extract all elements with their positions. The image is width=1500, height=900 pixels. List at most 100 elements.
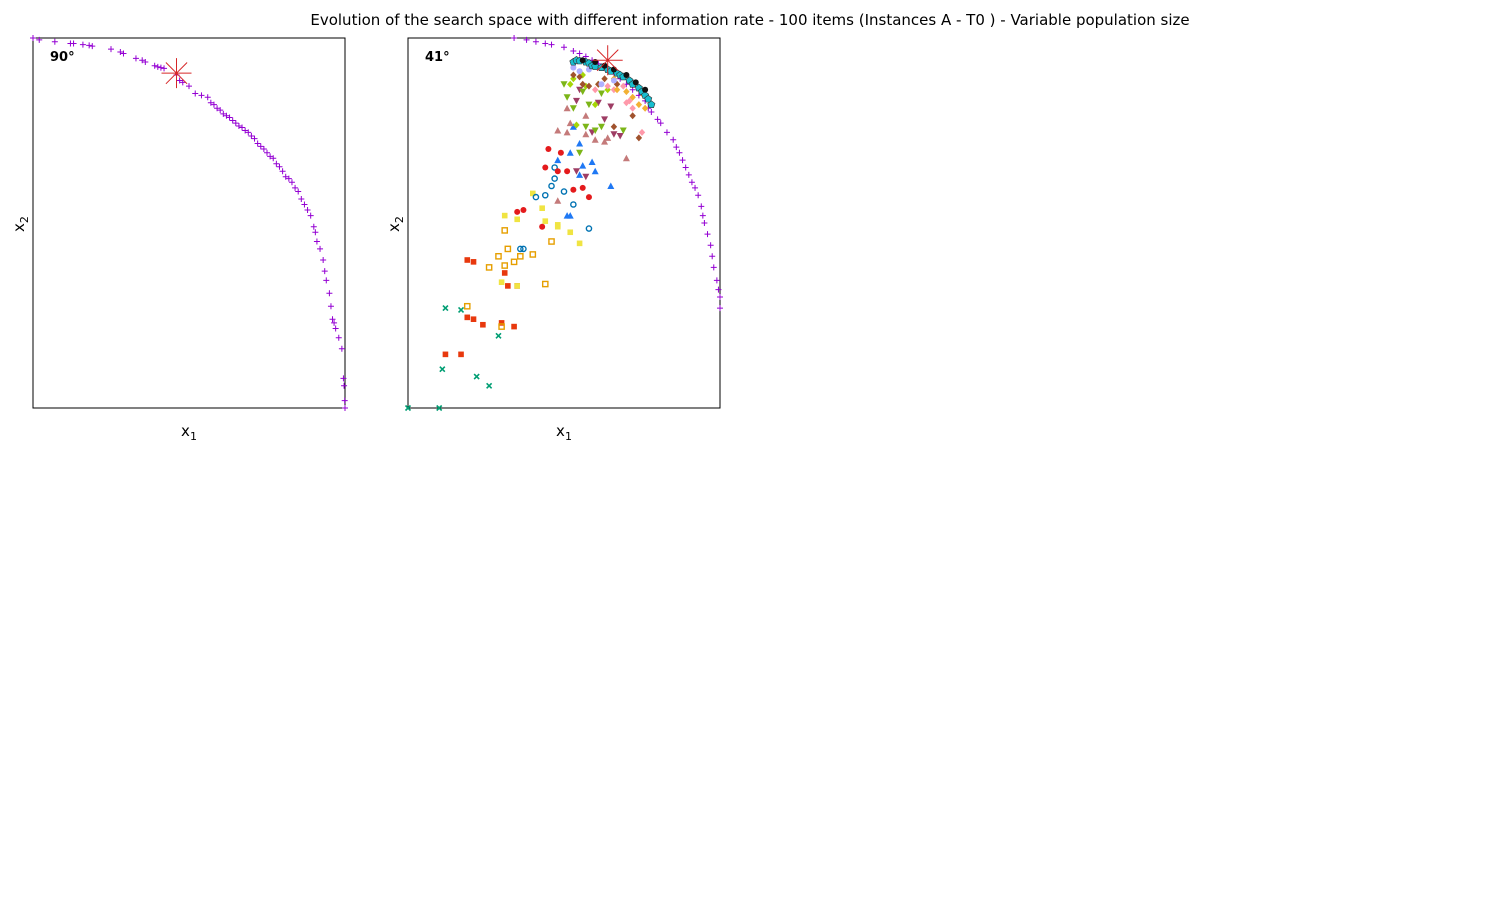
reference-star-marker (592, 45, 623, 76)
series-6-circle-point (579, 184, 586, 191)
series-0-plus-point (310, 223, 317, 230)
series-0-plus-point (282, 173, 289, 180)
series-3-square-open-point (485, 264, 493, 271)
series-5-circle-open-point (548, 182, 555, 190)
series-13-diamond-point (638, 128, 646, 136)
series-5-circle-open-point (585, 225, 593, 232)
series-0-plus-point (710, 264, 717, 271)
series-0-plus-point (312, 229, 319, 236)
series-0-plus-point (229, 117, 236, 124)
series-15-circle-point (598, 81, 605, 88)
series-8-triangle-up-point (563, 104, 571, 112)
series-0-plus-point (679, 157, 686, 164)
series-0-plus-point (288, 179, 295, 186)
series-8-triangle-up-point (563, 128, 571, 136)
series-6-circle-point (570, 186, 577, 193)
panel-1-ylabel: x2 (10, 216, 31, 232)
figure-title: Evolution of the search space with diffe… (310, 11, 1189, 29)
series-10-triangle-down-point (569, 105, 577, 112)
series-0-plus-point (713, 277, 720, 284)
series-7-triangle-up-point (576, 139, 584, 147)
series-0-plus-point (542, 40, 549, 47)
series-7-triangle-up-point (566, 212, 574, 219)
series-0-plus-point (214, 105, 221, 112)
series-0-plus-point (698, 203, 705, 210)
series-0-plus-point (245, 129, 252, 136)
series-0-plus-point (292, 184, 299, 191)
series-9-triangle-down-point (607, 103, 615, 110)
series-3-square-open-point (463, 302, 471, 310)
series-12-diamond-point (570, 71, 577, 79)
series-8-triangle-up-point (622, 154, 630, 162)
series-0-plus-point (295, 188, 302, 195)
series-2-square-point (511, 323, 517, 330)
series-17-circle-point (579, 57, 586, 64)
series-0-plus-point (51, 38, 58, 45)
series-10-triangle-down-point (582, 123, 590, 131)
series-0-plus-point (676, 149, 683, 156)
series-6-circle-point (514, 208, 521, 215)
series-2-square-point (480, 321, 486, 328)
panel-2-angle-label: 41° (425, 50, 450, 65)
series-3-square-open-point (517, 252, 524, 260)
series-3-square-open-point (495, 252, 502, 260)
series-3-square-open-point (529, 251, 537, 258)
series-12-diamond-point (579, 80, 586, 88)
series-0-plus-point (320, 257, 327, 263)
series-5-circle-open-point (551, 175, 558, 182)
series-0-plus-point (276, 163, 283, 170)
series-0-plus-point (179, 79, 186, 86)
series-0-plus-point (186, 83, 192, 90)
series-0-plus-point (89, 43, 96, 50)
series-13-diamond-point (620, 82, 627, 90)
series-14-diamond-point (623, 88, 630, 96)
series-2-square-point (464, 314, 471, 321)
series-9-triangle-down-point (582, 173, 590, 181)
series-6-circle-point (520, 207, 527, 214)
series-9-triangle-down-point (616, 133, 624, 140)
series-17-circle-point (632, 79, 639, 86)
series-0-plus-point (704, 231, 711, 238)
series-14-diamond-point (629, 93, 636, 101)
panel-2-frame (407, 37, 721, 409)
series-11-diamond-point (570, 75, 577, 83)
series-0-plus-point (304, 207, 311, 214)
series-10-triangle-down-point (619, 127, 627, 134)
series-0-plus-point (242, 127, 249, 134)
panel-2: 41° x1 x2 (385, 35, 723, 443)
series-0-plus-point (326, 290, 333, 297)
series-0-plus-point (232, 120, 239, 127)
series-0-plus-point (657, 120, 664, 127)
series-4-square-point (514, 216, 520, 223)
series-8-triangle-up-point (591, 136, 599, 143)
series-8-triangle-up-point (582, 112, 590, 119)
series-2-square-point (501, 270, 508, 276)
series-1-x-point (439, 366, 446, 373)
series-10-triangle-down-point (591, 127, 599, 134)
series-0-plus-point (685, 171, 692, 178)
series-13-diamond-point (592, 86, 599, 94)
series-0-plus-point (198, 92, 205, 99)
series-9-triangle-down-point (594, 99, 602, 107)
series-1-x-point (495, 332, 502, 339)
series-9-triangle-down-point (610, 131, 618, 138)
series-0-plus-point (717, 294, 723, 300)
panel-1-angle-label: 90° (50, 50, 75, 65)
series-0-plus-point (523, 36, 530, 43)
panel-1: 90° x1 x2 (10, 35, 348, 443)
series-11-diamond-point (573, 121, 580, 129)
series-1-x-point (486, 382, 493, 389)
series-13-diamond-point (629, 104, 636, 112)
series-4-square-point (554, 223, 561, 230)
series-5-circle-open-point (560, 188, 568, 195)
series-0-plus-point (340, 375, 347, 382)
series-3-square-open-point (501, 262, 509, 269)
series-6-circle-point (542, 164, 549, 171)
series-4-square-point (501, 212, 508, 219)
series-0-plus-point (548, 41, 555, 48)
series-0-plus-point (285, 175, 292, 182)
series-0-plus-point (235, 123, 242, 130)
series-0-plus-point (654, 116, 661, 123)
series-15-circle-point (570, 64, 577, 71)
series-4-square-point (567, 229, 574, 236)
